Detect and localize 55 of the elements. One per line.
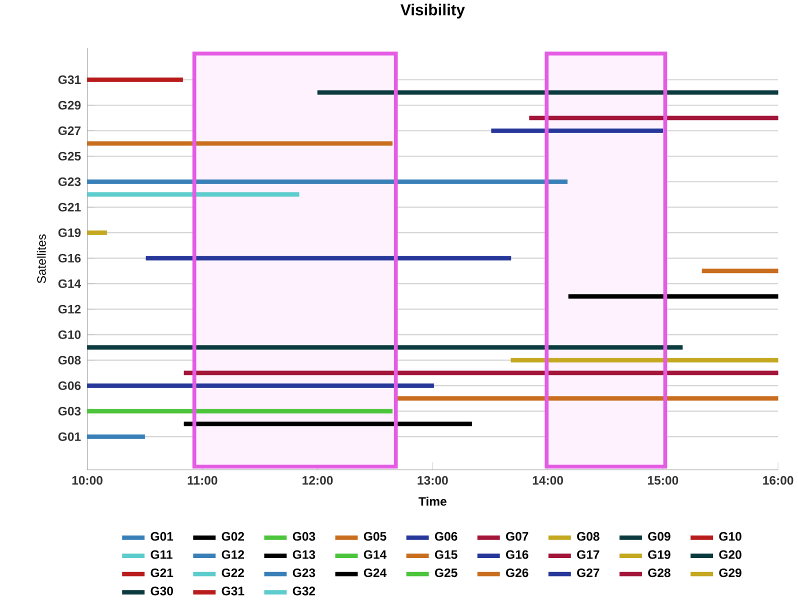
legend-label: G14	[364, 550, 387, 559]
legend-label: G16	[506, 550, 528, 559]
y-tick-label: G06	[58, 381, 81, 390]
legend-label: G27	[577, 568, 600, 578]
x-axis-title: Time	[418, 496, 446, 506]
legend-label: G09	[648, 532, 670, 541]
legend-label: G13	[292, 550, 316, 559]
x-tick-label: 14:00	[532, 476, 563, 485]
legend-label: G17	[577, 550, 600, 559]
legend-label: G05	[364, 532, 386, 541]
legend-label: G15	[434, 550, 458, 559]
x-tick-label: 12:00	[302, 476, 333, 485]
legend-label: G06	[434, 532, 458, 541]
legend-label: G23	[292, 568, 316, 578]
legend-label: G08	[577, 532, 600, 541]
y-tick-label: G19	[58, 228, 81, 238]
legend-label: G28	[648, 568, 670, 578]
legend-label: G24	[364, 568, 387, 578]
x-tick-label: 10:00	[72, 476, 102, 485]
legend-label: G20	[719, 550, 742, 559]
legend-label: G01	[150, 532, 174, 541]
y-tick-label: G25	[58, 152, 81, 161]
y-tick-label: G16	[58, 254, 81, 263]
legend-label: G32	[292, 586, 316, 596]
y-tick-label: G21	[58, 202, 81, 212]
legend-label: G03	[292, 532, 316, 541]
legend-label: G29	[719, 568, 742, 578]
legend-label: G10	[719, 532, 742, 541]
x-tick-label: 15:00	[648, 476, 678, 485]
legend-label: G22	[222, 568, 244, 578]
legend-label: G30	[150, 586, 173, 596]
y-tick-label: G31	[58, 75, 81, 84]
x-tick-label: 16:00	[763, 476, 794, 485]
legend-label: G31	[222, 586, 244, 596]
y-tick-label: G27	[58, 126, 81, 136]
x-tick-label: 13:00	[418, 476, 448, 485]
chart-title: Visibility	[400, 4, 465, 18]
legend-label: G02	[222, 532, 244, 541]
y-tick-label: G23	[58, 177, 81, 186]
y-tick-label: G10	[58, 330, 81, 340]
y-tick-label: G29	[58, 100, 81, 110]
legend-label: G07	[506, 532, 528, 541]
y-tick-label: G03	[58, 406, 81, 416]
legend-label: G11	[150, 550, 172, 559]
legend-label: G25	[434, 568, 458, 578]
x-tick-label: 11:00	[188, 476, 218, 485]
y-tick-label: G14	[58, 279, 82, 288]
y-axis-title: Satellites	[36, 234, 46, 284]
legend-label: G19	[648, 550, 670, 559]
y-tick-label: G12	[58, 304, 81, 314]
legend-label: G12	[222, 550, 244, 559]
legend-label: G26	[506, 568, 528, 578]
y-tick-label: G08	[58, 356, 81, 365]
legend-label: G21	[150, 568, 174, 578]
y-tick-label: G01	[58, 432, 81, 442]
